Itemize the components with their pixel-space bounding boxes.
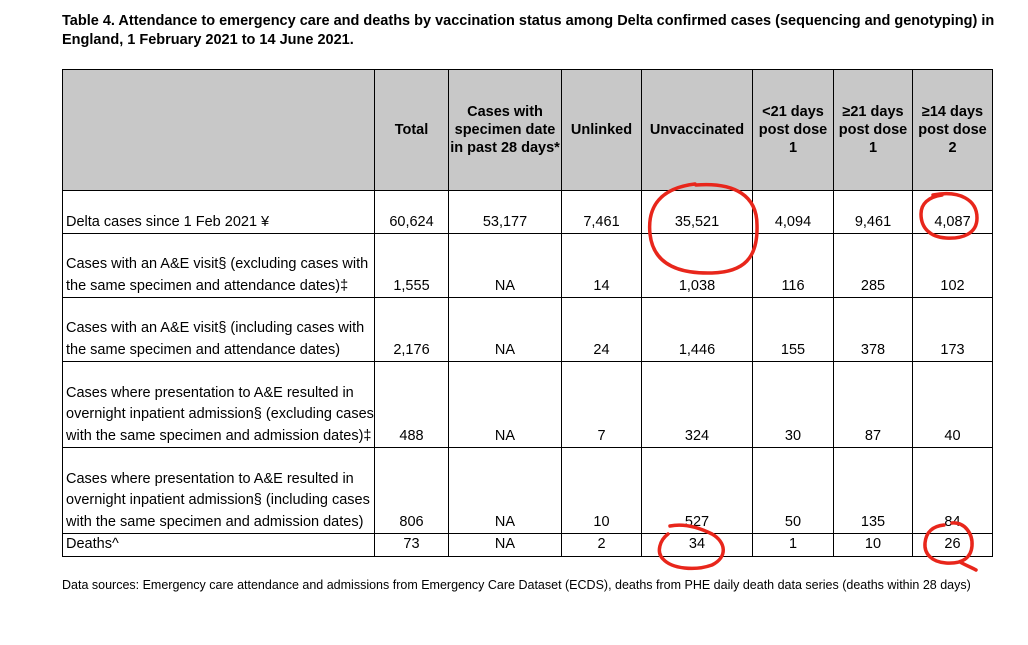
cell-past-28-days: NA xyxy=(448,233,562,298)
cell-ge14-dose2: 102 xyxy=(912,233,993,298)
cell-lt21-dose1: 50 xyxy=(752,447,834,534)
cell-ge21-dose1: 10 xyxy=(833,533,913,557)
cell-lt21-dose1: 116 xyxy=(752,233,834,298)
cell-lt21-dose1: 4,094 xyxy=(752,190,834,234)
cell-unlinked: 24 xyxy=(561,297,642,362)
cell-ge21-dose1: 9,461 xyxy=(833,190,913,234)
table-row: Deaths^ 73 NA 2 34 1 10 26 xyxy=(62,533,993,557)
cell-unvaccinated: 35,521 xyxy=(641,190,753,234)
cell-ge14-dose2: 26 xyxy=(912,533,993,557)
cell-lt21-dose1: 30 xyxy=(752,361,834,448)
table-row: Cases where presentation to A&E resulted… xyxy=(62,361,993,448)
cell-lt21-dose1: 1 xyxy=(752,533,834,557)
cell-past-28-days: 53,177 xyxy=(448,190,562,234)
row-label: Cases where presentation to A&E resulted… xyxy=(62,447,375,534)
cell-unlinked: 10 xyxy=(561,447,642,534)
header-past-28-days: Cases with specimen date in past 28 days… xyxy=(448,69,562,191)
row-label: Cases with an A&E visit§ (excluding case… xyxy=(62,233,375,298)
cell-total: 2,176 xyxy=(374,297,449,362)
cell-ge14-dose2: 4,087 xyxy=(912,190,993,234)
attendance-table: Total Cases with specimen date in past 2… xyxy=(62,69,993,557)
cell-total: 806 xyxy=(374,447,449,534)
row-label: Cases with an A&E visit§ (including case… xyxy=(62,297,375,362)
cell-total: 60,624 xyxy=(374,190,449,234)
cell-unlinked: 2 xyxy=(561,533,642,557)
table-row: Cases where presentation to A&E resulted… xyxy=(62,447,993,534)
cell-ge14-dose2: 40 xyxy=(912,361,993,448)
header-ge21-dose1: ≥21 days post dose 1 xyxy=(833,69,913,191)
header-label xyxy=(62,69,375,191)
cell-past-28-days: NA xyxy=(448,297,562,362)
header-total: Total xyxy=(374,69,449,191)
cell-ge14-dose2: 173 xyxy=(912,297,993,362)
table-row: Delta cases since 1 Feb 2021 ¥ 60,624 53… xyxy=(62,190,993,234)
cell-unvaccinated: 34 xyxy=(641,533,753,557)
row-label: Cases where presentation to A&E resulted… xyxy=(62,361,375,448)
cell-ge21-dose1: 135 xyxy=(833,447,913,534)
cell-unvaccinated: 1,038 xyxy=(641,233,753,298)
header-unlinked: Unlinked xyxy=(561,69,642,191)
cell-ge21-dose1: 378 xyxy=(833,297,913,362)
header-ge14-dose2: ≥14 days post dose 2 xyxy=(912,69,993,191)
cell-ge21-dose1: 285 xyxy=(833,233,913,298)
cell-unvaccinated: 324 xyxy=(641,361,753,448)
cell-past-28-days: NA xyxy=(448,447,562,534)
cell-unvaccinated: 1,446 xyxy=(641,297,753,362)
cell-unvaccinated: 527 xyxy=(641,447,753,534)
cell-ge14-dose2: 84 xyxy=(912,447,993,534)
cell-total: 1,555 xyxy=(374,233,449,298)
header-unvaccinated: Unvaccinated xyxy=(641,69,753,191)
cell-lt21-dose1: 155 xyxy=(752,297,834,362)
cell-total: 488 xyxy=(374,361,449,448)
cell-past-28-days: NA xyxy=(448,361,562,448)
header-lt21-dose1: <21 days post dose 1 xyxy=(752,69,834,191)
cell-unlinked: 14 xyxy=(561,233,642,298)
table-row: Cases with an A&E visit§ (excluding case… xyxy=(62,233,993,298)
table-row: Cases with an A&E visit§ (including case… xyxy=(62,297,993,362)
table-caption: Table 4. Attendance to emergency care an… xyxy=(62,13,995,48)
cell-total: 73 xyxy=(374,533,449,557)
cell-unlinked: 7 xyxy=(561,361,642,448)
row-label: Deaths^ xyxy=(62,533,375,557)
data-sources-note: Data sources: Emergency care attendance … xyxy=(62,578,971,592)
cell-ge21-dose1: 87 xyxy=(833,361,913,448)
cell-past-28-days: NA xyxy=(448,533,562,557)
row-label: Delta cases since 1 Feb 2021 ¥ xyxy=(62,190,375,234)
table-header-row: Total Cases with specimen date in past 2… xyxy=(62,69,993,191)
cell-unlinked: 7,461 xyxy=(561,190,642,234)
